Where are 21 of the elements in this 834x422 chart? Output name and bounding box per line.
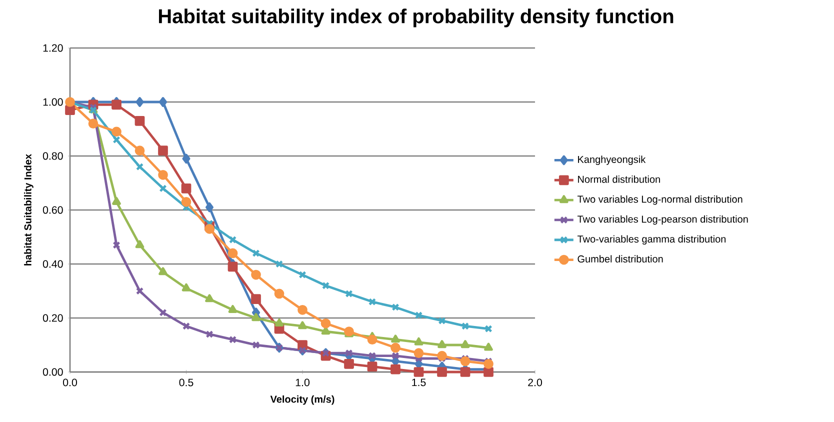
y-tick-label: 0.40 (42, 260, 63, 268)
legend-label: Gumbel distribution (578, 255, 663, 263)
x-tick-label: 2.0 (528, 378, 542, 386)
x-tick-label: 1.5 (412, 378, 426, 386)
legend-label: Kanghyeongsik (578, 156, 646, 165)
y-axis-title: habitat Suitability Index (24, 154, 34, 266)
x-tick-label: 1.0 (296, 378, 310, 386)
legend-label: Two-variables gamma distribution (577, 235, 726, 245)
chart-title: Habitat suitability index of probability density function (158, 8, 674, 28)
y-tick-label: 1.00 (43, 98, 63, 106)
x-tick-label: 0.0 (63, 378, 78, 386)
legend-label: Normal distribution (578, 176, 660, 183)
x-tick-label: 0.5 (179, 378, 194, 386)
y-tick-label: 0.60 (42, 206, 63, 214)
y-tick-label: 0.20 (42, 314, 63, 322)
y-tick-label: 0.00 (42, 368, 63, 376)
legend-label: Two variables Log-pearson distribution (577, 215, 748, 225)
x-axis-title: Velocity (m/s) (270, 395, 334, 405)
y-tick-label: 0.80 (42, 152, 63, 160)
legend-label: Two variables Log-normal distribution (577, 195, 742, 205)
y-tick-label: 1.20 (43, 44, 63, 52)
